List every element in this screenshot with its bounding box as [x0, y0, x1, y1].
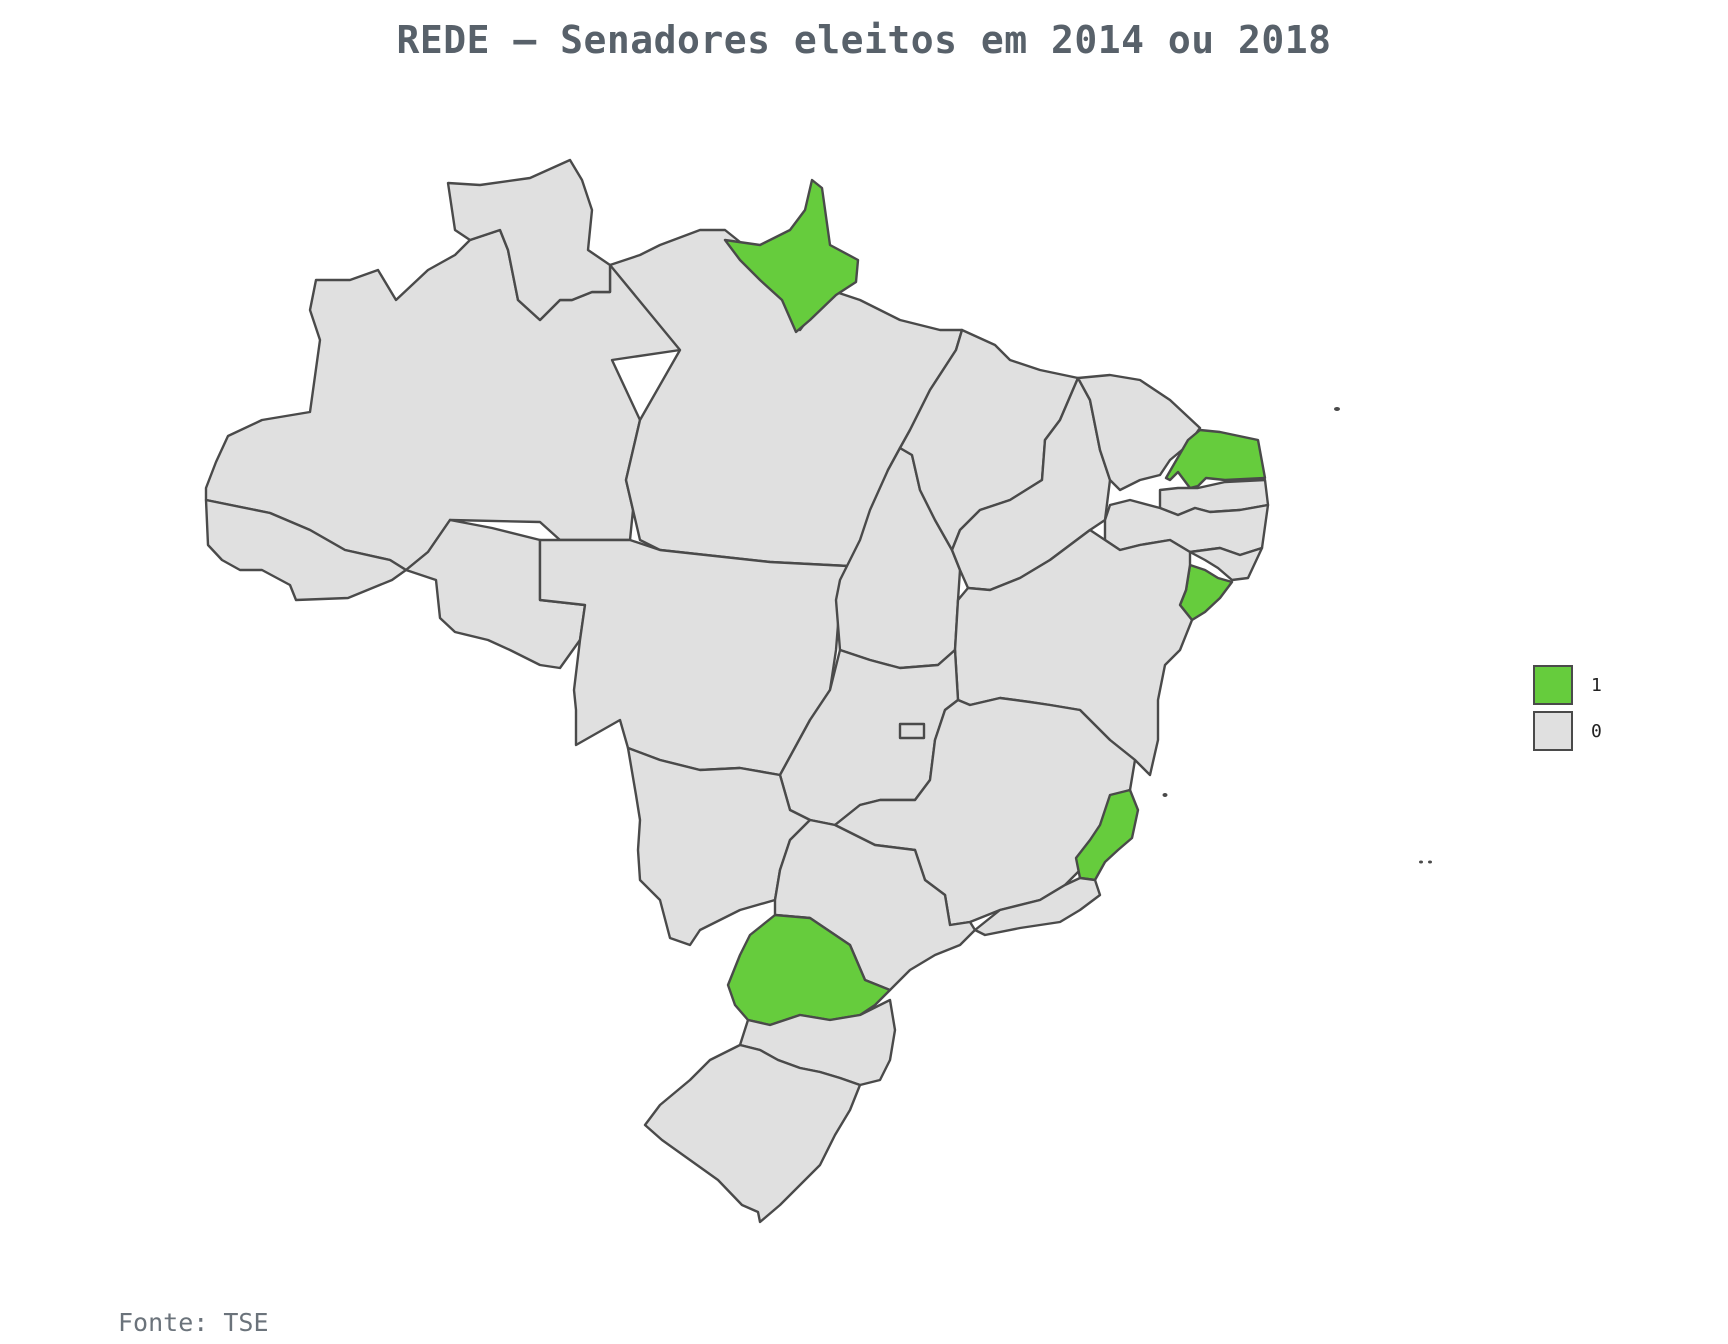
state-AL: [1188, 546, 1264, 582]
state-AP: [723, 178, 860, 334]
state-CE: [1076, 373, 1202, 492]
source-note: Fonte: TSE: [118, 1308, 269, 1337]
state-MS: [626, 746, 812, 947]
state-SP: [773, 818, 977, 992]
legend-swatch-1: [1533, 665, 1573, 705]
state-RO: [404, 518, 587, 670]
state-RJ: [973, 876, 1102, 937]
legend-swatch-0: [1533, 711, 1573, 751]
map-title: REDE – Senadores eleitos em 2014 ou 2018: [396, 18, 1332, 62]
legend-item-1: 1: [1533, 662, 1602, 708]
legend: 1 0: [1533, 662, 1602, 754]
state-DF: [898, 722, 926, 740]
state-AC: [204, 498, 408, 602]
state-ES: [1074, 788, 1140, 882]
legend-label-0: 0: [1591, 720, 1602, 742]
state-RR: [446, 158, 612, 322]
legend-item-0: 0: [1533, 708, 1602, 754]
state-RN: [1164, 428, 1267, 490]
legend-label-1: 1: [1591, 674, 1602, 696]
state-RS: [643, 1043, 862, 1224]
islands: [1162, 407, 1432, 864]
